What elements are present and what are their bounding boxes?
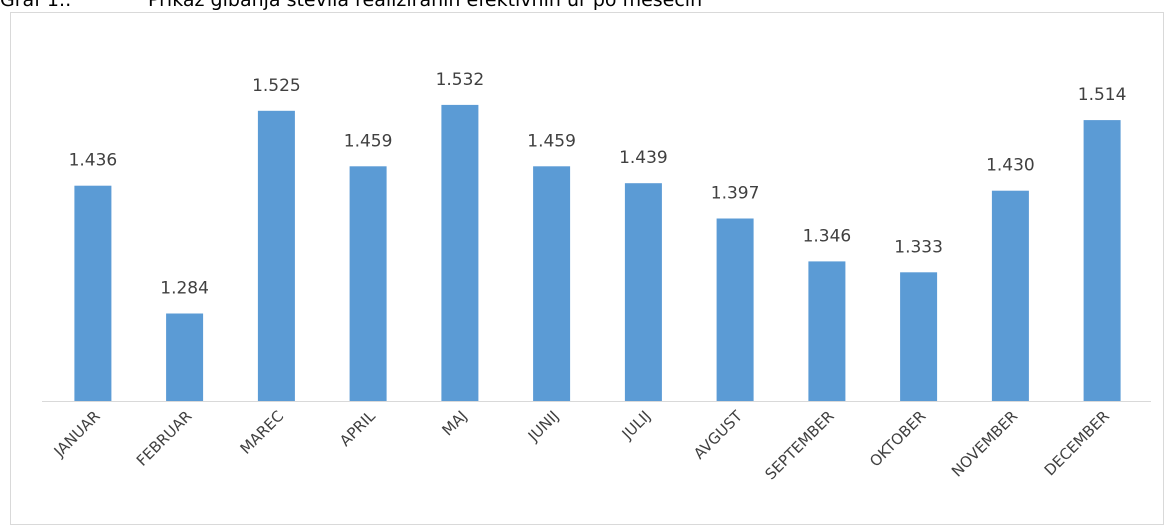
category-label-januar: JANUAR bbox=[50, 407, 104, 461]
category-label-september: SEPTEMBER bbox=[761, 407, 837, 483]
bar-januar bbox=[74, 185, 112, 401]
bar-november bbox=[991, 190, 1029, 401]
bar-maj bbox=[441, 104, 479, 402]
value-label-september: 1.346 bbox=[803, 226, 852, 246]
category-label-december: DECEMBER bbox=[1041, 407, 1113, 479]
category-label-maj: MAJ bbox=[438, 407, 470, 439]
category-label-oktober: OKTOBER bbox=[866, 407, 929, 470]
value-label-maj: 1.532 bbox=[436, 70, 485, 90]
bar-oktober bbox=[900, 272, 938, 401]
bar-december bbox=[1083, 120, 1121, 401]
value-labels-group: 1.436 1.284 1.525 1.459 1.532 1.459 1.439 1.397… bbox=[69, 70, 1127, 299]
value-label-marec: 1.525 bbox=[252, 76, 301, 96]
bars-group bbox=[74, 104, 1121, 402]
value-label-januar: 1.436 bbox=[69, 151, 118, 171]
value-label-avgust: 1.397 bbox=[711, 184, 760, 204]
category-label-julij: JULIJ bbox=[618, 407, 654, 443]
bar-avgust bbox=[716, 218, 754, 401]
category-label-junij: JUNIJ bbox=[524, 407, 563, 446]
bar-julij bbox=[624, 183, 662, 401]
category-label-november: NOVEMBER bbox=[948, 407, 1021, 480]
chart-area bbox=[10, 12, 1164, 525]
figure-caption: Graf 1.: Prikaz gibanja števila realizira… bbox=[0, 0, 702, 12]
bar-februar bbox=[166, 313, 204, 401]
category-labels-group: JANUAR FEBRUAR MAREC APRIL MAJ JUNIJ JULIJ AVGU… bbox=[50, 407, 1113, 484]
value-label-junij: 1.459 bbox=[527, 131, 576, 151]
category-label-marec: MAREC bbox=[237, 407, 288, 458]
value-label-februar: 1.284 bbox=[160, 279, 209, 299]
bar-september bbox=[808, 261, 846, 401]
category-label-april: APRIL bbox=[336, 407, 379, 450]
figure-caption-text: Prikaz gibanja števila realiziranih efek… bbox=[148, 0, 703, 11]
bar-junij bbox=[533, 166, 571, 401]
category-label-februar: FEBRUAR bbox=[133, 407, 196, 470]
value-label-oktober: 1.333 bbox=[894, 237, 943, 257]
value-label-november: 1.430 bbox=[986, 156, 1035, 176]
value-label-julij: 1.439 bbox=[619, 148, 668, 168]
value-label-december: 1.514 bbox=[1078, 85, 1127, 105]
bar-april bbox=[349, 166, 387, 401]
bar-marec bbox=[257, 110, 295, 402]
category-label-avgust: AVGUST bbox=[690, 407, 746, 463]
figure-caption-label: Graf 1.: bbox=[0, 0, 72, 11]
value-label-april: 1.459 bbox=[344, 131, 393, 151]
